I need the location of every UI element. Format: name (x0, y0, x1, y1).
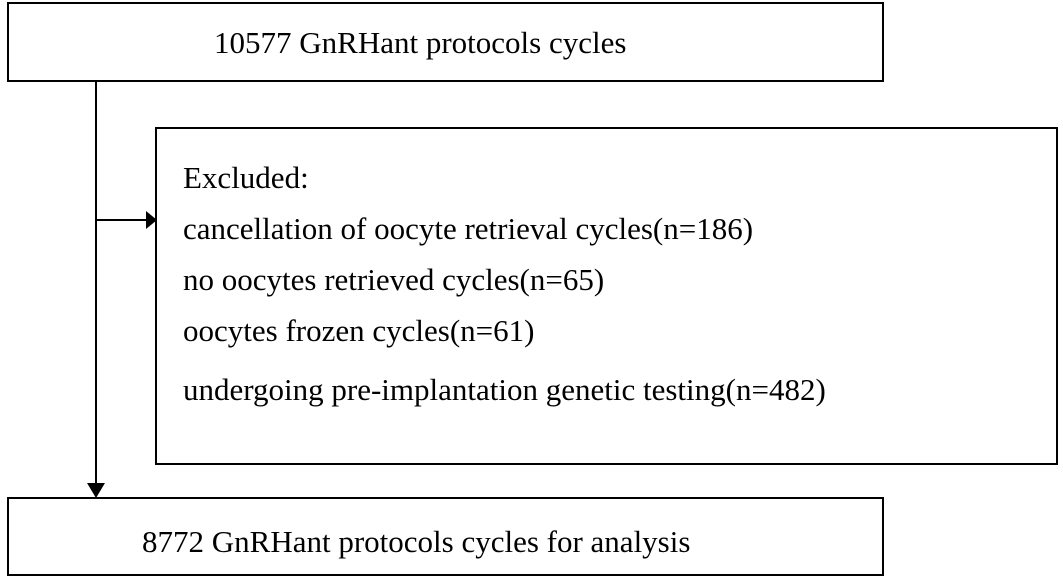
exclusion-box: Excluded: cancellation of oocyte retriev… (155, 127, 1058, 465)
exclusion-item: oocytes frozen cycles(n=61) (183, 313, 535, 348)
start-cycles-label: 10577 GnRHant protocols cycles (214, 25, 627, 60)
exclusion-item: cancellation of oocyte retrieval cycles(… (183, 211, 754, 246)
exclusion-heading: Excluded: (183, 160, 309, 195)
exclusion-item: no oocytes retrieved cycles(n=65) (183, 262, 605, 297)
analysis-cycles-label: 8772 GnRHant protocols cycles for analys… (142, 524, 691, 559)
exclusion-item: undergoing pre-implantation genetic test… (183, 372, 826, 407)
analysis-cycles-box: 8772 GnRHant protocols cycles for analys… (7, 497, 884, 576)
start-cycles-box: 10577 GnRHant protocols cycles (7, 2, 884, 82)
arrowhead-to-bottom-box (87, 483, 105, 498)
